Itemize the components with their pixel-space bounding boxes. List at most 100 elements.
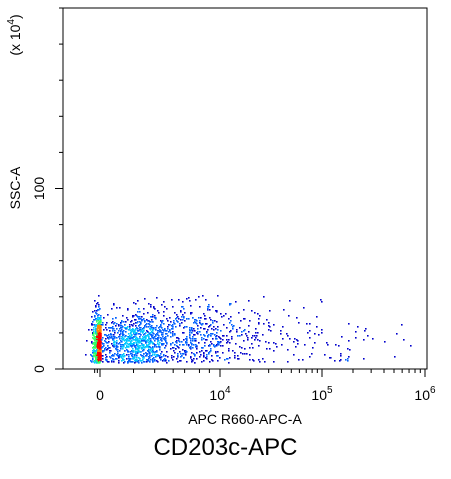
data-point	[177, 321, 179, 323]
data-point	[186, 326, 188, 328]
data-point	[99, 338, 101, 340]
data-point	[248, 325, 250, 327]
data-point	[246, 335, 248, 337]
data-point	[147, 345, 149, 347]
data-point	[135, 339, 137, 341]
data-point	[154, 315, 156, 317]
data-point	[243, 330, 245, 332]
data-point	[99, 336, 101, 338]
data-point	[116, 337, 118, 339]
data-point	[99, 341, 101, 343]
data-point	[191, 327, 193, 329]
data-point	[119, 307, 121, 309]
data-point	[182, 344, 184, 346]
data-point	[192, 317, 194, 319]
data-point	[93, 346, 95, 348]
data-point	[222, 335, 224, 337]
data-point	[130, 343, 132, 345]
data-point	[219, 337, 221, 339]
data-point	[96, 325, 98, 327]
data-point	[97, 328, 99, 330]
data-point	[144, 339, 146, 341]
data-point	[99, 359, 101, 361]
data-point	[98, 309, 100, 311]
data-point	[295, 346, 297, 348]
data-point	[91, 342, 93, 344]
data-point	[113, 304, 115, 306]
data-point	[266, 348, 268, 350]
data-point	[201, 347, 203, 349]
data-point	[148, 337, 150, 339]
data-point	[218, 341, 220, 343]
data-point	[146, 330, 148, 332]
data-point	[120, 344, 122, 346]
data-point	[195, 338, 197, 340]
data-point	[289, 338, 291, 340]
data-point	[159, 356, 161, 358]
data-point	[149, 357, 151, 359]
data-point	[100, 346, 102, 348]
data-point	[141, 320, 143, 322]
data-point	[198, 342, 200, 344]
data-point	[108, 347, 110, 349]
data-point	[244, 348, 246, 350]
data-point	[191, 343, 193, 345]
data-point	[149, 328, 151, 330]
data-point	[127, 308, 129, 310]
data-point	[109, 352, 111, 354]
data-point	[100, 352, 102, 354]
data-point	[172, 331, 174, 333]
data-point	[102, 337, 104, 339]
data-point	[118, 355, 120, 357]
data-point	[167, 328, 169, 330]
data-point	[226, 358, 228, 360]
data-point	[103, 345, 105, 347]
data-point	[133, 351, 135, 353]
data-point	[92, 359, 94, 361]
data-point	[123, 330, 125, 332]
data-point	[163, 315, 165, 317]
data-point	[202, 323, 204, 325]
data-point	[172, 324, 174, 326]
chart-caption: CD203c-APC	[153, 434, 298, 461]
data-point	[150, 304, 152, 306]
data-point	[121, 357, 123, 359]
data-point	[126, 327, 128, 329]
data-point	[103, 329, 105, 331]
data-point	[100, 322, 102, 324]
data-point	[97, 346, 99, 348]
data-point	[97, 341, 99, 343]
data-point	[132, 344, 134, 346]
data-point	[218, 344, 220, 346]
data-point	[158, 355, 160, 357]
data-point	[143, 308, 145, 310]
data-point	[98, 332, 100, 334]
data-point	[127, 350, 129, 352]
data-point	[123, 345, 125, 347]
data-point	[131, 353, 133, 355]
data-point	[181, 341, 183, 343]
data-point	[120, 330, 122, 332]
data-point	[282, 338, 284, 340]
data-point	[130, 344, 132, 346]
data-point	[286, 333, 288, 335]
data-point	[113, 346, 115, 348]
data-point	[130, 333, 132, 335]
data-point	[133, 302, 135, 304]
data-point	[118, 357, 120, 359]
data-point	[154, 359, 156, 361]
data-point	[95, 360, 97, 362]
data-point	[133, 315, 135, 317]
data-point	[204, 335, 206, 337]
data-point	[94, 300, 96, 302]
data-point	[171, 357, 173, 359]
data-point	[106, 342, 108, 344]
data-point	[184, 326, 186, 328]
data-point	[94, 353, 96, 355]
data-point	[88, 329, 90, 331]
data-point	[321, 301, 323, 303]
data-point	[92, 321, 94, 323]
data-point	[115, 317, 117, 319]
data-point	[145, 337, 147, 339]
data-point	[164, 328, 166, 330]
